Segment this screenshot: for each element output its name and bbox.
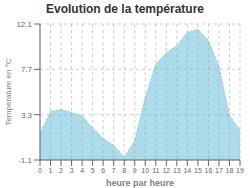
svg-text:12: 12 [162, 167, 170, 174]
svg-text:1: 1 [49, 167, 53, 174]
svg-text:0: 0 [38, 167, 42, 174]
svg-text:-1.1: -1.1 [18, 156, 32, 165]
svg-text:12.1: 12.1 [16, 20, 32, 29]
html-text:Evolution de la température: Evolution de la température [46, 2, 204, 16]
svg-text:19: 19 [236, 167, 244, 174]
svg-text:5: 5 [91, 167, 95, 174]
svg-text:16: 16 [205, 167, 213, 174]
svg-text:7: 7 [112, 167, 116, 174]
svg-text:10: 10 [141, 167, 149, 174]
svg-text:18: 18 [226, 167, 234, 174]
svg-text:2: 2 [59, 167, 63, 174]
svg-text:17: 17 [215, 167, 223, 174]
svg-text:heure par heure: heure par heure [106, 178, 174, 188]
svg-text:3.3: 3.3 [21, 111, 33, 120]
svg-text:Température en °C: Température en °C [4, 58, 13, 125]
svg-text:3: 3 [70, 167, 74, 174]
svg-text:13: 13 [173, 167, 181, 174]
svg-text:9: 9 [133, 167, 137, 174]
svg-text:8: 8 [122, 167, 126, 174]
svg-text:4: 4 [80, 167, 84, 174]
svg-text:11: 11 [152, 167, 159, 174]
svg-text:6: 6 [101, 167, 105, 174]
svg-text:14: 14 [183, 167, 191, 174]
svg-text:15: 15 [194, 167, 202, 174]
svg-text:7.7: 7.7 [21, 65, 33, 74]
